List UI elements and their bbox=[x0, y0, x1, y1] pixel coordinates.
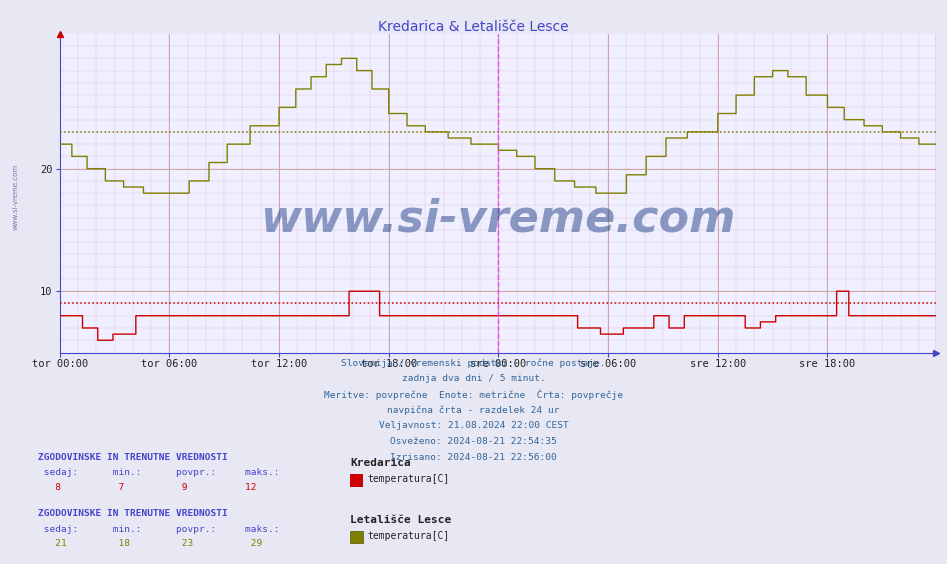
Text: sedaj:      min.:      povpr.:     maks.:: sedaj: min.: povpr.: maks.: bbox=[38, 525, 279, 534]
Text: ZGODOVINSKE IN TRENUTNE VREDNOSTI: ZGODOVINSKE IN TRENUTNE VREDNOSTI bbox=[38, 509, 227, 518]
Text: Kredarica & Letališče Lesce: Kredarica & Letališče Lesce bbox=[378, 20, 569, 34]
Text: temperatura[C]: temperatura[C] bbox=[367, 531, 450, 541]
Text: 21         18         23          29: 21 18 23 29 bbox=[38, 539, 262, 548]
Text: www.si-vreme.com: www.si-vreme.com bbox=[259, 197, 736, 240]
Text: temperatura[C]: temperatura[C] bbox=[367, 474, 450, 484]
Text: Kredarica: Kredarica bbox=[350, 459, 411, 469]
Text: Slovenija / vremenski podatki - ročne postaje.: Slovenija / vremenski podatki - ročne po… bbox=[341, 358, 606, 368]
Text: www.si-vreme.com: www.si-vreme.com bbox=[12, 164, 18, 231]
Text: ZGODOVINSKE IN TRENUTNE VREDNOSTI: ZGODOVINSKE IN TRENUTNE VREDNOSTI bbox=[38, 453, 227, 462]
Text: Meritve: povprečne  Enote: metrične  Črta: povprečje: Meritve: povprečne Enote: metrične Črta:… bbox=[324, 390, 623, 400]
Text: zadnja dva dni / 5 minut.: zadnja dva dni / 5 minut. bbox=[402, 374, 545, 383]
Text: Osveženo: 2024-08-21 22:54:35: Osveženo: 2024-08-21 22:54:35 bbox=[390, 437, 557, 446]
Text: sedaj:      min.:      povpr.:     maks.:: sedaj: min.: povpr.: maks.: bbox=[38, 469, 279, 478]
Text: Letališče Lesce: Letališče Lesce bbox=[350, 515, 452, 525]
Text: Veljavnost: 21.08.2024 22:00 CEST: Veljavnost: 21.08.2024 22:00 CEST bbox=[379, 421, 568, 430]
Text: 8          7          9          12: 8 7 9 12 bbox=[38, 483, 257, 492]
Text: navpična črta - razdelek 24 ur: navpična črta - razdelek 24 ur bbox=[387, 406, 560, 415]
Text: Izrisano: 2024-08-21 22:56:00: Izrisano: 2024-08-21 22:56:00 bbox=[390, 453, 557, 462]
